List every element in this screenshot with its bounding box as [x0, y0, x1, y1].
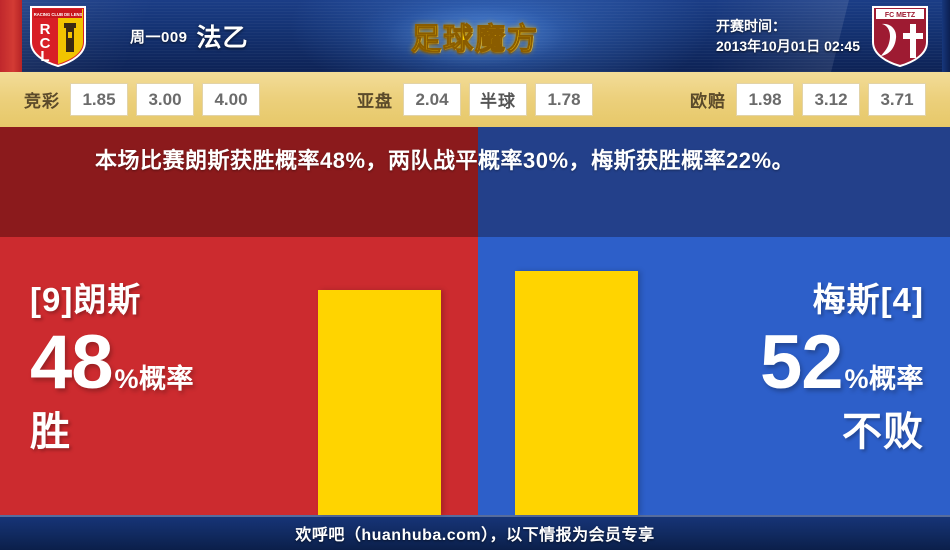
odds-jingcai-away[interactable]: 4.00 [202, 83, 260, 116]
odds-yapan-away[interactable]: 1.78 [535, 83, 593, 116]
svg-text:FC METZ: FC METZ [885, 12, 916, 19]
kickoff-time-value: 2013年10月01日 02:45 [716, 38, 860, 54]
header-accent-stripe-left [0, 0, 22, 72]
svg-text:C: C [40, 35, 51, 52]
away-team-panel: 梅斯[4] 52 %概率 不败 [644, 237, 924, 515]
odds-label-yapan: 亚盘 [357, 92, 393, 111]
brand-glow [360, 0, 590, 72]
odds-group-oupei: 欧赔 1.98 3.12 3.71 [690, 83, 926, 116]
match-title-group: 周一009 法乙 [130, 0, 249, 72]
odds-oupei-away[interactable]: 3.71 [868, 83, 926, 116]
odds-bar: 竞彩 1.85 3.00 4.00 亚盘 2.04 半球 1.78 欧赔 1.9… [0, 72, 950, 127]
svg-text:R: R [40, 21, 51, 38]
svg-text:RACING CLUB DE LENS: RACING CLUB DE LENS [34, 12, 83, 17]
kickoff-time-label: 开赛时间： [716, 18, 786, 34]
odds-label-oupei: 欧赔 [690, 92, 726, 111]
brand-logo-text: 足球魔方 [411, 23, 539, 57]
odds-oupei-home[interactable]: 1.98 [736, 83, 794, 116]
chart-bar-home [318, 290, 441, 515]
header-accent-stripe-right [942, 0, 950, 72]
home-probability-unit: %概率 [114, 364, 195, 394]
summary-background-left [0, 127, 478, 237]
odds-yapan-home[interactable]: 2.04 [403, 83, 461, 116]
home-probability-value: 48 [30, 320, 114, 405]
probability-chart: [9]朗斯 48 %概率 胜 梅斯[4] 52 %概率 不败 [0, 237, 950, 515]
footer-promo-text: 欢呼吧（huanhuba.com），以下情报为会员专享 [295, 526, 655, 544]
odds-jingcai-draw[interactable]: 3.00 [136, 83, 194, 116]
header-bar: RACING CLUB DE LENS R C L 周一009 法乙 足球魔方 … [0, 0, 950, 72]
home-team-name: [9]朗斯 [30, 281, 142, 318]
home-team-panel: [9]朗斯 48 %概率 胜 [30, 237, 300, 515]
odds-oupei-draw[interactable]: 3.12 [802, 83, 860, 116]
away-probability-unit: %概率 [844, 364, 924, 394]
away-probability-value: 52 [759, 320, 844, 405]
odds-label-jingcai: 竞彩 [24, 92, 60, 111]
odds-group-yapan: 亚盘 2.04 半球 1.78 [357, 83, 593, 116]
away-team-crest-icon: FC METZ [870, 4, 930, 68]
summary-text: 本场比赛朗斯获胜概率48%，两队战平概率30%，梅斯获胜概率22%。 [95, 148, 795, 173]
home-team-crest-icon: RACING CLUB DE LENS R C L [28, 4, 88, 68]
summary-background-right [478, 127, 950, 237]
footer-bar: 欢呼吧（huanhuba.com），以下情报为会员专享 [0, 515, 950, 550]
away-team-name: 梅斯[4] [812, 281, 924, 318]
svg-text:L: L [40, 48, 49, 65]
home-probability-row: 48 %概率 [30, 323, 194, 403]
kickoff-time-block: 开赛时间： 2013年10月01日 02:45 [716, 0, 860, 72]
away-outcome-label: 不败 [842, 410, 924, 454]
odds-group-jingcai: 竞彩 1.85 3.00 4.00 [24, 83, 260, 116]
home-outcome-label: 胜 [30, 410, 71, 454]
league-name: 法乙 [196, 24, 249, 52]
odds-yapan-handicap[interactable]: 半球 [469, 83, 527, 116]
away-probability-row: 52 %概率 [760, 323, 924, 403]
chart-bar-away [515, 271, 638, 515]
odds-jingcai-home[interactable]: 1.85 [70, 83, 128, 116]
summary-banner: 本场比赛朗斯获胜概率48%，两队战平概率30%，梅斯获胜概率22%。 [0, 127, 950, 237]
match-round-label: 周一009 [130, 28, 188, 46]
